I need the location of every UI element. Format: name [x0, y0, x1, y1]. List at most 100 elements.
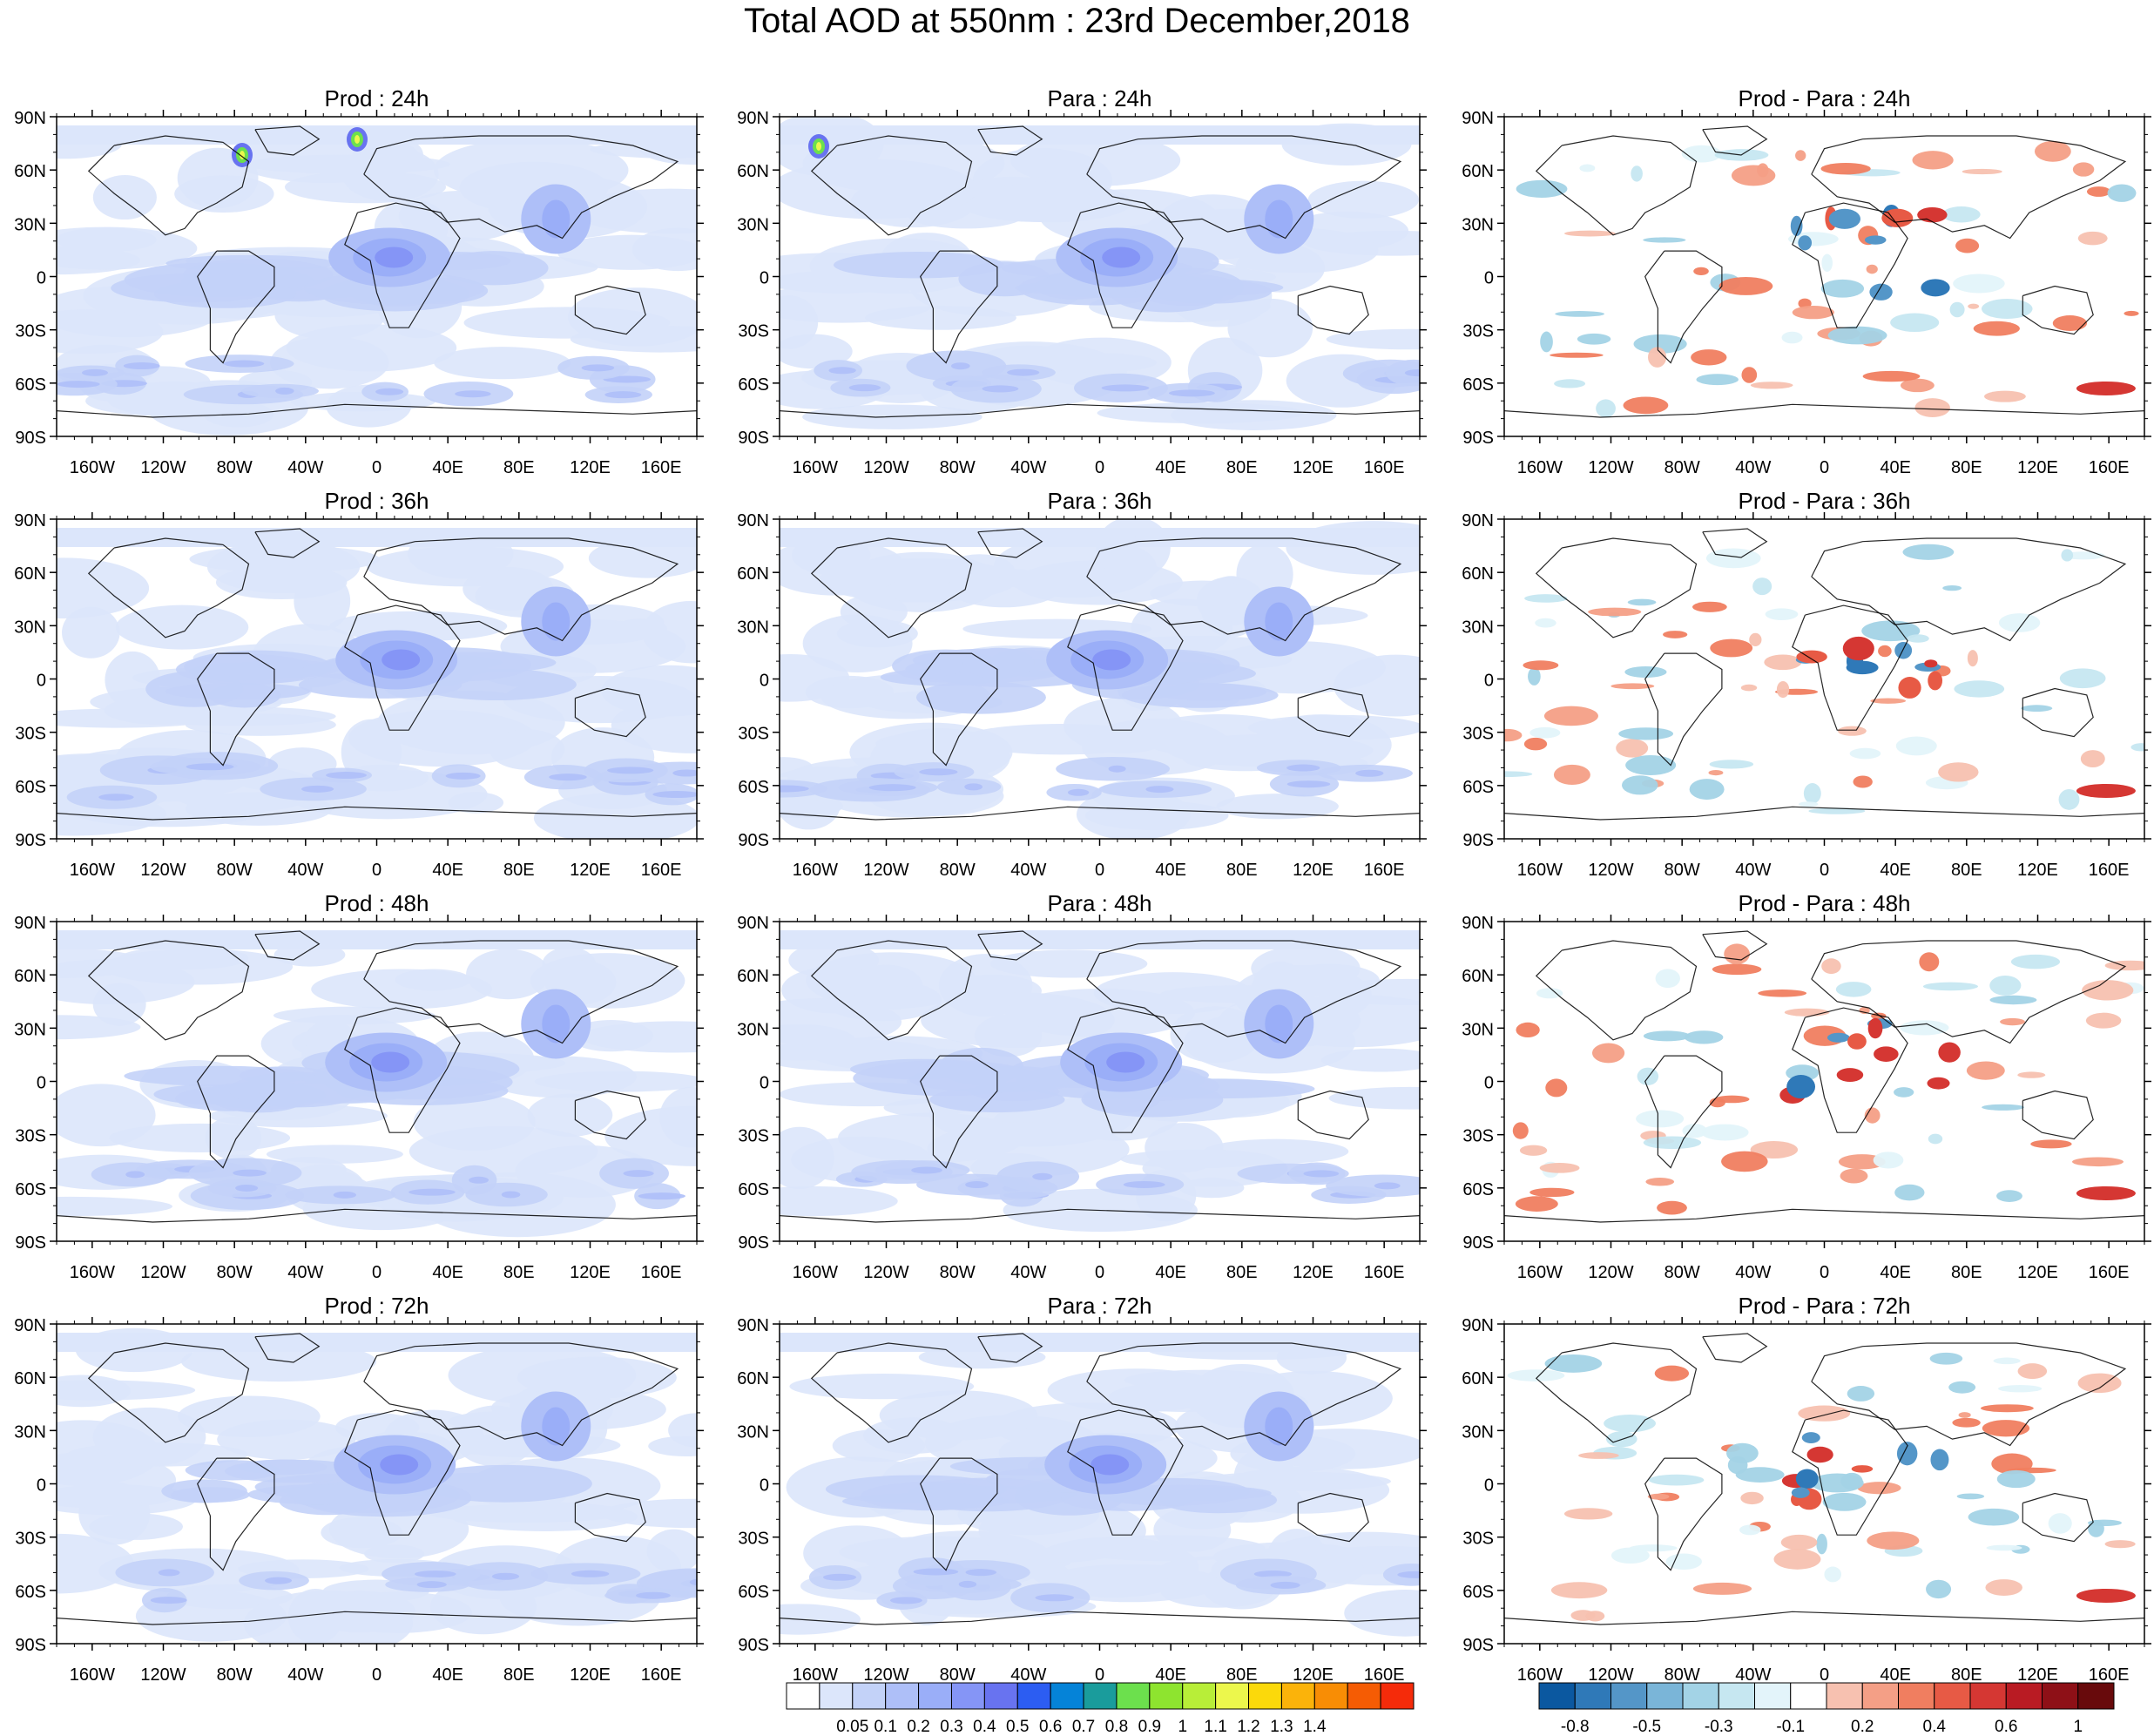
lon-tick-label: 0: [372, 1665, 382, 1685]
lat-tick-label: 30N: [737, 1422, 769, 1442]
lon-tick-label: 0: [1095, 1665, 1104, 1685]
colorbar-label: -0.5: [1632, 1718, 1661, 1736]
lat-tick-label: 60S: [738, 1583, 769, 1602]
colorbar-box: [2042, 1682, 2079, 1710]
lon-tick-label: 120W: [1588, 1665, 1633, 1685]
lon-tick-label: 160W: [70, 1665, 115, 1685]
lat-tick-label: 60S: [738, 778, 769, 797]
lat-tick-label: 60S: [738, 375, 769, 395]
lat-tick-label: 90N: [1462, 1316, 1494, 1335]
lon-tick-label: 120W: [863, 458, 908, 477]
lon-tick-label: 160E: [1364, 1263, 1405, 1282]
lon-tick-label: 120E: [570, 861, 611, 880]
colorbar-label: 0.7: [1072, 1718, 1095, 1736]
lon-tick-label: 120W: [1588, 458, 1633, 477]
map-panel: Para : 24h 90N 60N 30N 0 30S 60S 90S 160W 120W 80W…: [737, 85, 1427, 477]
lon-tick-label: 120E: [2017, 861, 2058, 880]
lon-tick-label: 80W: [217, 1665, 253, 1685]
lon-tick-label: 80E: [1951, 458, 1982, 477]
panel-title: Prod : 36h: [325, 488, 429, 514]
lat-tick-label: 90S: [1462, 1636, 1494, 1655]
colorbar-label: 0.1: [874, 1718, 896, 1736]
lat-tick-label: 0: [37, 1476, 46, 1496]
lon-tick-label: 40E: [432, 1263, 463, 1282]
lat-tick-label: 60S: [15, 375, 46, 395]
lon-tick-label: 120E: [570, 1665, 611, 1685]
lat-tick-label: 30N: [1462, 1020, 1494, 1039]
lat-tick-label: 60N: [14, 1369, 46, 1388]
colorbar-box: [1861, 1682, 1899, 1710]
lon-tick-label: 160W: [793, 458, 838, 477]
lat-tick-label: 30S: [1462, 1127, 1494, 1146]
lon-tick-label: 80E: [1951, 1263, 1982, 1282]
colorbar-box: [1313, 1682, 1348, 1710]
lon-tick-label: 120E: [1293, 458, 1334, 477]
lat-tick-label: 60N: [14, 967, 46, 986]
aod-field: [57, 1327, 697, 1644]
colorbar-label: -0.3: [1705, 1718, 1733, 1736]
lat-tick-label: 60N: [737, 162, 769, 181]
panel-title: Prod : 48h: [325, 890, 429, 916]
lat-tick-label: 30N: [737, 215, 769, 234]
colorbar-box: [1538, 1682, 1576, 1710]
panel-title: Prod : 72h: [325, 1293, 429, 1319]
lon-tick-label: 80E: [503, 458, 535, 477]
lon-tick-label: 80E: [1226, 1263, 1258, 1282]
lon-tick-label: 40W: [287, 1263, 323, 1282]
colorbar-box: [2077, 1682, 2115, 1710]
lon-tick-label: 0: [1820, 1665, 1829, 1685]
lat-tick-label: 60N: [737, 564, 769, 584]
lon-tick-label: 160W: [1517, 458, 1563, 477]
lat-tick-label: 30N: [737, 618, 769, 637]
colorbar-box: [918, 1682, 952, 1710]
lon-tick-label: 120W: [140, 861, 186, 880]
colorbar-label: 0.5: [1006, 1718, 1029, 1736]
lat-tick-label: 90N: [14, 511, 46, 530]
lon-tick-label: 80W: [940, 458, 976, 477]
lat-tick-label: 30S: [15, 1127, 46, 1146]
lat-tick-label: 30N: [14, 1422, 46, 1442]
colorbar-box: [1934, 1682, 1971, 1710]
colorbar-box: [983, 1682, 1018, 1710]
aod-field: [1504, 1333, 2144, 1625]
aod-field: [57, 125, 697, 436]
lon-tick-label: 80W: [217, 1263, 253, 1282]
lon-tick-label: 40W: [1010, 458, 1046, 477]
panel-title: Prod - Para : 48h: [1739, 890, 1911, 916]
figure-title: Total AOD at 550nm : 23rd December,2018: [744, 2, 1410, 40]
lon-tick-label: 40W: [1735, 861, 1771, 880]
lon-tick-label: 80E: [1951, 1665, 1982, 1685]
lon-tick-label: 160W: [1517, 1665, 1563, 1685]
lat-tick-label: 90S: [15, 831, 46, 850]
map-panel: Para : 36h 90N 60N 30N 0 30S 60S 90S 160W 120W 80W…: [737, 488, 1427, 880]
map-panel: Prod : 72h 90N 60N 30N 0 30S 60S 90S 160W 120W 80W…: [14, 1293, 704, 1685]
lat-tick-label: 60S: [1462, 1583, 1494, 1602]
lon-tick-label: 40E: [432, 458, 463, 477]
colorbar-label: 0.9: [1138, 1718, 1161, 1736]
lon-tick-label: 0: [1820, 1263, 1829, 1282]
lon-tick-label: 0: [372, 861, 382, 880]
colorbar-box: [1969, 1682, 2007, 1710]
lon-tick-label: 0: [1095, 1263, 1104, 1282]
lat-tick-label: 90S: [1462, 429, 1494, 448]
lon-tick-label: 80W: [940, 1665, 976, 1685]
lon-tick-label: 80E: [503, 861, 535, 880]
lat-tick-label: 90N: [1462, 511, 1494, 530]
map-panel: Para : 72h 90N 60N 30N 0 30S 60S 90S 160W 120W 80W…: [737, 1293, 1427, 1685]
colorbar-box: [1754, 1682, 1792, 1710]
lat-tick-label: 30N: [14, 618, 46, 637]
panel-title: Prod - Para : 36h: [1739, 488, 1911, 514]
colorbar-label: 1.3: [1270, 1718, 1293, 1736]
lon-tick-label: 80W: [940, 861, 976, 880]
lon-tick-label: 40W: [1010, 1263, 1046, 1282]
colorbar-box: [1790, 1682, 1827, 1710]
lon-tick-label: 40E: [432, 861, 463, 880]
lat-tick-label: 0: [37, 1074, 46, 1093]
colorbar-label: 0.2: [1851, 1718, 1874, 1736]
lon-tick-label: 40W: [1735, 458, 1771, 477]
aod-field: [1504, 528, 2144, 821]
lon-tick-label: 120E: [1293, 1263, 1334, 1282]
colorbar-label: -0.8: [1561, 1718, 1590, 1736]
lat-tick-label: 60N: [1462, 967, 1494, 986]
